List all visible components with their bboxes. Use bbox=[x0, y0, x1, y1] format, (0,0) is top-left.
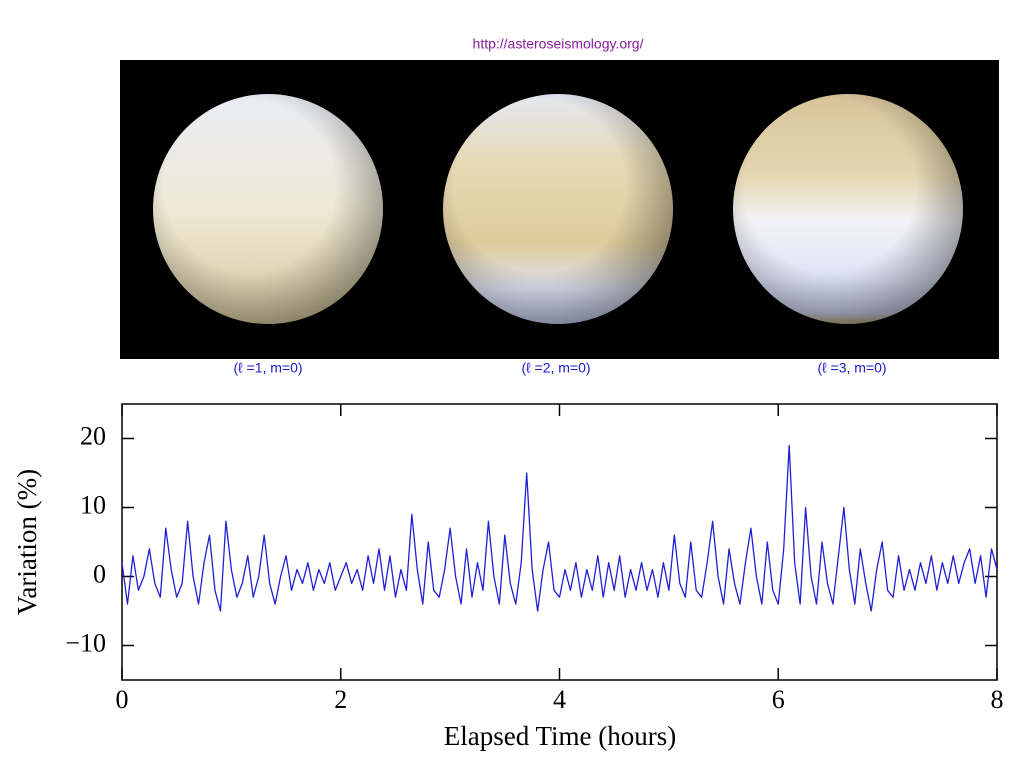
y-tick-label: −10 bbox=[65, 628, 106, 657]
x-tick-label: 8 bbox=[991, 685, 1004, 714]
source-url: http://asteroseismology.org/ bbox=[473, 36, 644, 52]
x-axis-label: Elapsed Time (hours) bbox=[444, 721, 677, 751]
y-tick-label: 0 bbox=[93, 559, 106, 588]
y-axis-label: Variation (%) bbox=[12, 469, 42, 615]
sphere-label: (ℓ =1, m=0) bbox=[233, 360, 302, 376]
y-tick-label: 10 bbox=[80, 490, 106, 519]
y-tick-label: 20 bbox=[80, 421, 106, 450]
sphere-shade bbox=[153, 94, 383, 324]
x-tick-label: 4 bbox=[553, 685, 566, 714]
plot-frame bbox=[121, 403, 998, 681]
sphere-shade bbox=[733, 94, 963, 324]
x-tick-label: 6 bbox=[772, 685, 785, 714]
sphere-label: (ℓ =3, m=0) bbox=[817, 360, 886, 376]
x-tick-label: 2 bbox=[334, 685, 347, 714]
sphere-label: (ℓ =2, m=0) bbox=[521, 360, 590, 376]
sphere-shade bbox=[443, 94, 673, 324]
x-tick-label: 0 bbox=[116, 685, 129, 714]
light-curve bbox=[121, 444, 998, 612]
